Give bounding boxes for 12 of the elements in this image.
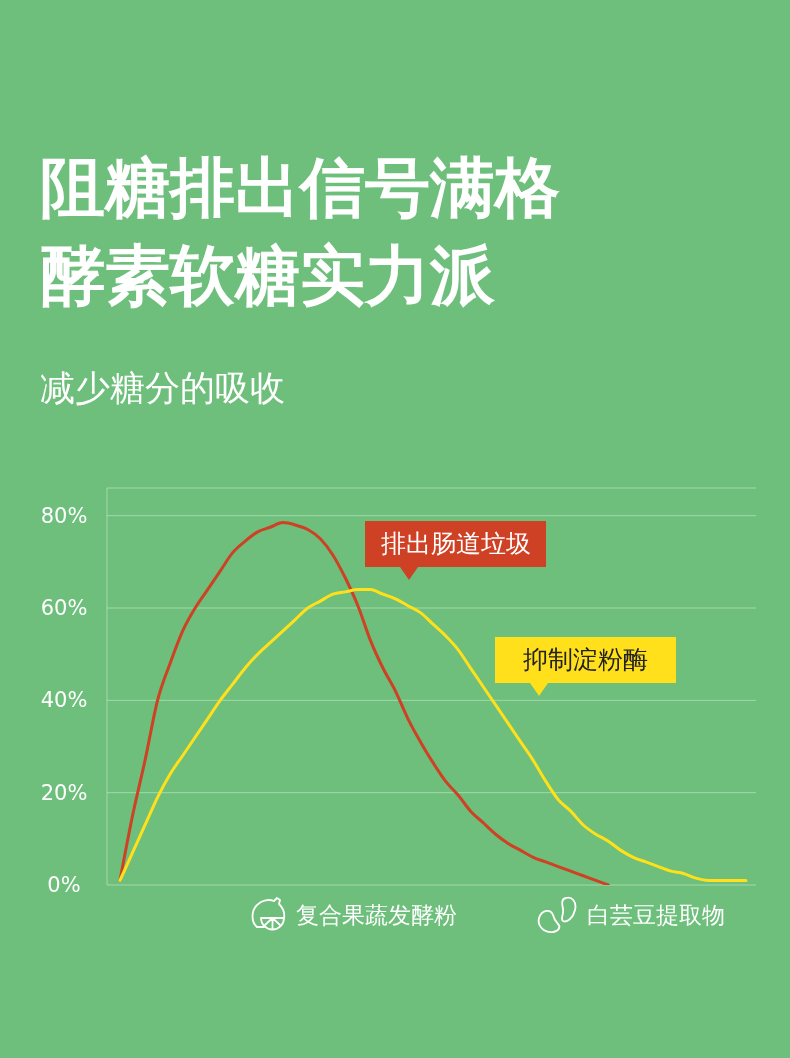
text: 复合果蔬发酵粉 (296, 901, 457, 930)
chart-title: 阻糖排出信号满格酵素软糖实力派 (40, 149, 561, 315)
y-tick-label: 20% (40, 780, 88, 805)
y-tick-label: 80% (40, 503, 88, 528)
series-label: 抑制淀粉酶 (495, 637, 676, 683)
y-tick-label: 0% (47, 873, 81, 897)
y-tick-label: 40% (40, 688, 88, 713)
chart-subtitle: 减少糖分的吸收 (40, 367, 285, 410)
y-tick-label: 60% (40, 596, 88, 621)
text: 白芸豆提取物 (587, 901, 725, 930)
line-series (118, 588, 748, 882)
series-label: 排出肠道垃圾 (365, 521, 546, 567)
